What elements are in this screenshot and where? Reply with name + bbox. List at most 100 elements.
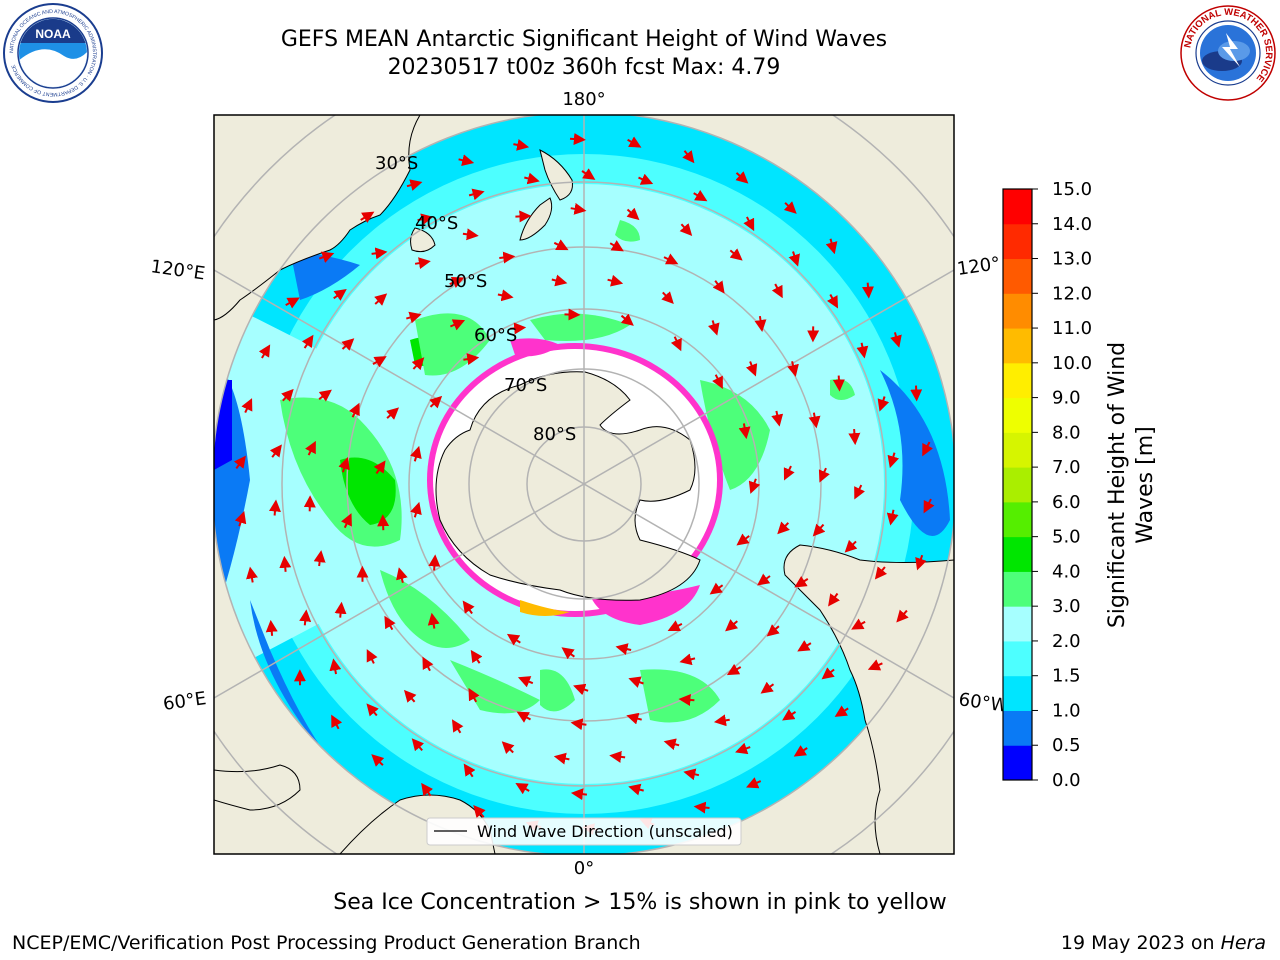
wind-wave-arrow xyxy=(462,228,479,241)
wind-wave-arrow xyxy=(553,239,569,251)
wind-wave-arrow xyxy=(712,280,725,294)
wind-wave-arrow xyxy=(581,168,596,180)
wind-wave-arrow xyxy=(269,444,282,458)
wind-wave-arrow xyxy=(458,154,475,167)
wind-wave-arrow xyxy=(451,719,464,734)
wind-wave-arrow xyxy=(468,687,480,703)
footer-credit: NCEP/EMC/Verification Post Processing Pr… xyxy=(12,932,641,954)
wind-wave-arrow xyxy=(524,172,540,185)
colorbar-tick-label: 2.0 xyxy=(1052,631,1081,652)
wind-wave-arrow xyxy=(679,223,693,236)
wind-wave-arrow xyxy=(371,754,385,767)
wind-wave-arrow xyxy=(234,511,247,527)
lon-label-120w: 120° xyxy=(956,253,1002,280)
wind-wave-arrow xyxy=(450,319,466,331)
colorbar-segment xyxy=(1003,293,1032,329)
wind-wave-arrow xyxy=(414,257,431,270)
lon-label-0: 0° xyxy=(574,858,594,879)
wind-wave-arrow xyxy=(285,297,300,309)
wind-wave-arrow xyxy=(403,689,417,703)
wind-wave-arrow xyxy=(373,460,386,475)
wind-wave-arrow xyxy=(406,179,423,191)
colorbar-tick-label: 1.5 xyxy=(1052,666,1081,687)
wind-wave-arrow xyxy=(411,738,425,752)
wind-wave-arrow xyxy=(683,768,700,781)
wind-wave-arrow xyxy=(515,210,532,223)
wind-wave-arrow xyxy=(374,293,388,306)
wind-wave-arrow xyxy=(410,501,422,518)
wind-wave-arrow xyxy=(735,171,749,184)
wind-wave-arrow xyxy=(338,457,350,473)
wind-wave-arrow xyxy=(896,609,909,623)
lon-label-180: 180° xyxy=(562,89,605,110)
colorbar-segment xyxy=(1003,710,1032,746)
wind-wave-arrow xyxy=(821,667,835,680)
wind-wave-arrow xyxy=(281,388,294,402)
colorbar-tick-label: 6.0 xyxy=(1052,492,1081,513)
wind-wave-arrow xyxy=(757,573,771,586)
wind-wave-arrow xyxy=(826,294,839,309)
new-zealand-north xyxy=(539,149,573,201)
wind-wave-arrow xyxy=(867,659,883,671)
colorbar-tick-label: 10.0 xyxy=(1052,353,1092,374)
wind-wave-arrow xyxy=(729,248,743,261)
colorbar-segment xyxy=(1003,606,1032,642)
tasmania xyxy=(410,227,436,253)
longitude-gridlines xyxy=(214,115,954,854)
wind-wave-arrow xyxy=(279,555,292,572)
wind-wave-arrow xyxy=(366,649,378,664)
wind-wave-arrow xyxy=(246,566,258,583)
colorbar: 0.0 0.5 1.0 1.5 2.0 3.0 4.0 5.0 6.0 7.0 8.0 9.0 10.0… xyxy=(1003,179,1092,791)
wind-wave-arrows xyxy=(233,133,935,836)
wind-wave-arrow xyxy=(851,618,866,630)
wind-wave-arrow xyxy=(417,213,434,226)
wind-wave-arrow xyxy=(626,712,642,725)
wind-wave-arrow xyxy=(506,633,521,646)
wind-wave-arrow xyxy=(766,624,780,637)
colorbar-label-line2: Waves [m] xyxy=(1133,426,1158,543)
wind-wave-arrow xyxy=(411,357,425,371)
wind-wave-arrow xyxy=(333,289,347,301)
wind-wave-arrow xyxy=(299,609,312,626)
colorbar-segment xyxy=(1003,432,1032,468)
wind-wave-arrow xyxy=(793,745,808,757)
wind-wave-arrow xyxy=(812,523,826,537)
colorbar-tick-label: 4.0 xyxy=(1052,561,1081,582)
colorbar-segment xyxy=(1003,675,1032,711)
colorbar-tick-label: 0.5 xyxy=(1052,735,1081,756)
colorbar-tick-label: 13.0 xyxy=(1052,249,1092,270)
wind-wave-arrow xyxy=(396,567,408,583)
colorbar-tick-label: 8.0 xyxy=(1052,422,1081,443)
wind-wave-arrow xyxy=(366,703,379,717)
wind-wave-arrow xyxy=(844,539,858,553)
colorbar-tick-label: 12.0 xyxy=(1052,283,1092,304)
wind-wave-arrow xyxy=(670,336,682,352)
wind-wave-arrow xyxy=(628,783,644,796)
colorbar-tick-label: 0.0 xyxy=(1052,770,1081,791)
lat-label-60s: 60°S xyxy=(474,325,517,346)
wind-wave-arrow xyxy=(856,342,869,359)
wind-wave-arrow xyxy=(854,484,865,500)
wind-wave-arrow xyxy=(570,788,588,801)
colorbar-segment xyxy=(1003,362,1032,399)
colorbar-segment xyxy=(1003,189,1032,225)
wind-wave-arrow xyxy=(782,708,797,721)
wind-wave-arrow xyxy=(627,136,642,148)
south-america xyxy=(783,544,954,854)
wind-wave-arrow xyxy=(760,681,775,694)
wind-wave-arrow xyxy=(233,455,246,469)
wind-wave-arrow xyxy=(241,398,253,414)
wind-wave-arrow xyxy=(427,612,440,629)
wind-wave-arrow xyxy=(463,353,480,366)
wind-wave-arrow xyxy=(771,283,783,299)
wind-wave-arrow xyxy=(553,752,570,765)
wind-wave-arrow xyxy=(348,402,360,418)
wind-wave-arrow xyxy=(738,423,751,440)
wind-wave-arrow xyxy=(787,361,799,377)
wind-wave-arrow xyxy=(682,150,695,164)
wind-wave-arrow xyxy=(638,173,654,185)
wind-wave-arrow xyxy=(513,139,530,151)
legend-label: Wind Wave Direction (unscaled) xyxy=(477,822,733,841)
sea-ice-note: Sea Ice Concentration > 15% is shown in … xyxy=(333,890,947,915)
footer-date: 19 May 2023 on Hera xyxy=(1061,932,1266,954)
